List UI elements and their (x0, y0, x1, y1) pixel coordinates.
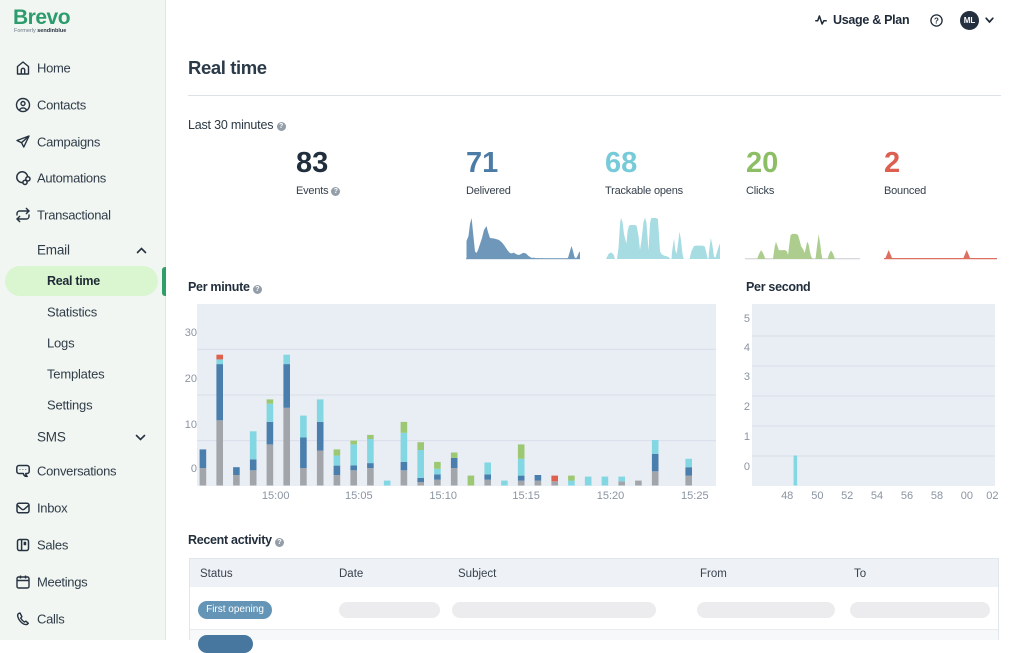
svg-text:?: ? (934, 16, 939, 25)
